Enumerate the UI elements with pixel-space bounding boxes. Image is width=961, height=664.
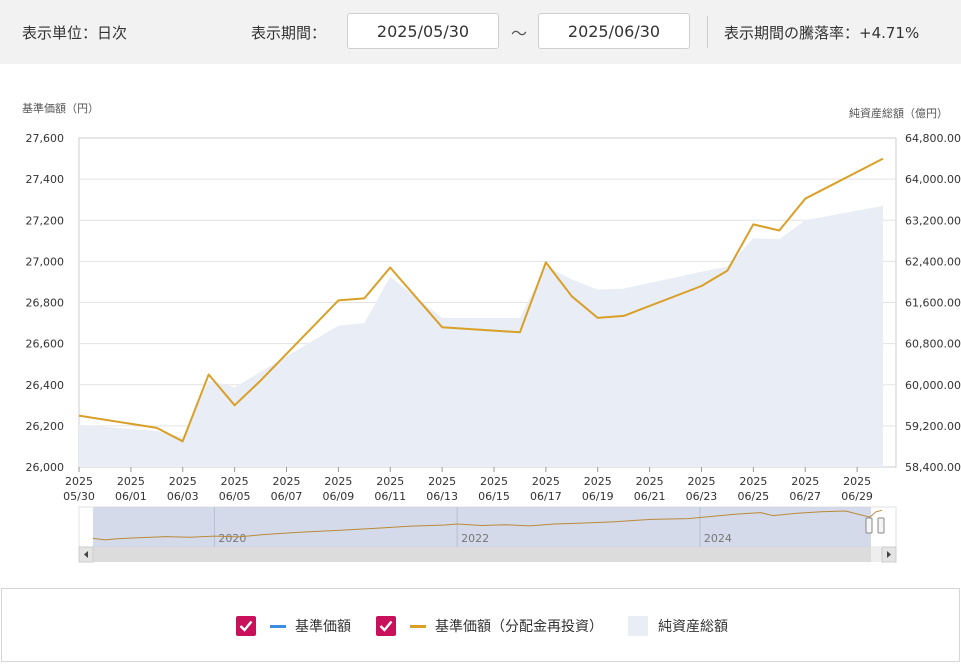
right-tick-label: 64,000.00 [905, 173, 961, 186]
legend-item-nav-reinvested[interactable]: 基準価額（分配金再投資） [376, 616, 603, 636]
x-tick-year: 2025 [117, 475, 145, 488]
navigator-scrollbar-thumb[interactable] [93, 547, 871, 562]
net-assets-legend-label: 純資産総額 [658, 619, 728, 635]
x-tick-year: 2025 [272, 475, 300, 488]
period-change-rate: 表示期間の騰落率：+4.71% [724, 24, 920, 42]
left-tick-label: 27,600 [26, 132, 65, 145]
x-tick-date: 06/25 [737, 490, 769, 503]
display-period-label: 表示期間： [251, 24, 327, 42]
x-tick-date: 06/17 [530, 490, 562, 503]
x-tick-year: 2025 [687, 475, 715, 488]
x-tick-date: 06/15 [478, 490, 510, 503]
display-unit-label: 表示単位：日次 [22, 24, 128, 42]
right-tick-label: 63,200.00 [905, 214, 961, 227]
start-date-input[interactable] [347, 13, 499, 49]
left-tick-label: 26,400 [26, 379, 65, 392]
right-tick-label: 58,400.00 [905, 461, 961, 474]
x-tick-year: 2025 [428, 475, 456, 488]
x-tick-year: 2025 [65, 475, 93, 488]
x-tick-date: 06/05 [219, 490, 251, 503]
right-axis-title: 純資産総額（億円） [849, 106, 948, 120]
right-axis-ticks: 64,800.00 64,000.00 63,200.00 62,400.00 61,6… [905, 132, 961, 474]
left-axis-title: 基準価額（円） [22, 101, 99, 115]
x-tick-date: 06/23 [686, 490, 718, 503]
range-navigator[interactable]: 2020 2022 2024 [78, 506, 897, 563]
right-tick-label: 62,400.00 [905, 255, 961, 268]
chart-legend: 基準価額 基準価額（分配金再投資） 純資産総額 [1, 588, 960, 662]
x-tick-date: 06/29 [841, 490, 873, 503]
left-axis-ticks: 27,600 27,400 27,200 27,000 26,800 26,600 26,4… [26, 132, 65, 474]
x-tick-year: 2025 [584, 475, 612, 488]
x-tick-year: 2025 [324, 475, 352, 488]
x-tick-date: 06/21 [634, 490, 666, 503]
right-tick-label: 64,800.00 [905, 132, 961, 145]
right-tick-label: 60,000.00 [905, 379, 961, 392]
x-tick-year: 2025 [532, 475, 560, 488]
x-tick-year: 2025 [739, 475, 767, 488]
x-tick-date: 06/19 [582, 490, 614, 503]
navigator-right-handle[interactable] [877, 517, 885, 534]
x-tick-year: 2025 [843, 475, 871, 488]
navigator-year-label: 2020 [218, 532, 246, 545]
left-tick-label: 26,200 [26, 420, 65, 433]
x-tick-date: 05/30 [63, 490, 95, 503]
nav-checkbox[interactable] [236, 616, 256, 636]
navigator-history-line [92, 509, 883, 541]
x-tick-year: 2025 [169, 475, 197, 488]
legend-item-net-assets[interactable]: 純資産総額 [628, 616, 728, 636]
x-tick-year: 2025 [480, 475, 508, 488]
left-tick-label: 26,000 [26, 461, 65, 474]
x-tick-date: 06/07 [271, 490, 303, 503]
net-assets-area-shape [79, 205, 883, 467]
x-tick-date: 06/09 [323, 490, 355, 503]
header-divider [707, 16, 708, 48]
x-tick-date: 06/03 [167, 490, 199, 503]
checkmark-icon [379, 620, 393, 632]
x-tick-year: 2025 [636, 475, 664, 488]
left-tick-label: 27,400 [26, 173, 65, 186]
x-tick-year: 2025 [791, 475, 819, 488]
x-tick-date: 06/27 [789, 490, 821, 503]
scroll-left-arrow-icon [84, 551, 88, 558]
left-tick-label: 27,200 [26, 214, 65, 227]
x-tick-date: 06/01 [115, 490, 147, 503]
left-tick-label: 26,600 [26, 338, 65, 351]
nav-legend-label: 基準価額 [295, 619, 351, 635]
checkmark-icon [239, 620, 253, 632]
price-chart: 基準価額（円） 純資産総額（億円） 27,600 27,400 27,200 27,0… [22, 101, 961, 563]
nav-line [78, 157, 884, 443]
nav-reinvested-checkbox[interactable] [376, 616, 396, 636]
x-tick-date: 06/11 [374, 490, 406, 503]
right-tick-label: 60,800.00 [905, 338, 961, 351]
net-assets-legend-swatch [628, 616, 648, 636]
display-controls-bar: 表示単位：日次 表示期間： ～ 表示期間の騰落率：+4.71% [0, 0, 961, 64]
nav-reinvested-line [78, 157, 884, 443]
x-tick-year: 2025 [221, 475, 249, 488]
nav-reinvested-legend-swatch [410, 624, 426, 628]
scroll-right-arrow-icon [887, 551, 891, 558]
right-tick-label: 61,600.00 [905, 297, 961, 310]
right-tick-label: 59,200.00 [905, 420, 961, 433]
navigator-history-polyline [92, 509, 883, 541]
net-assets-area [79, 205, 883, 467]
legend-item-nav[interactable]: 基準価額 [236, 616, 351, 636]
left-tick-label: 26,800 [26, 297, 65, 310]
nav-reinvested-legend-label: 基準価額（分配金再投資） [435, 619, 603, 635]
date-range-separator: ～ [511, 24, 528, 43]
navigator-left-handle[interactable] [865, 517, 873, 534]
left-tick-label: 27,000 [26, 255, 65, 268]
end-date-input[interactable] [538, 13, 690, 49]
x-axis-ticks: 2025 05/30 2025 06/01 2025 06/03 2025 06/05 2025… [63, 467, 873, 503]
x-tick-year: 2025 [376, 475, 404, 488]
navigator-years: 2020 2022 2024 [213, 507, 732, 547]
navigator-year-label: 2022 [461, 532, 489, 545]
navigator-year-label: 2024 [704, 532, 732, 545]
nav-legend-swatch [270, 624, 286, 628]
x-tick-date: 06/13 [426, 490, 458, 503]
